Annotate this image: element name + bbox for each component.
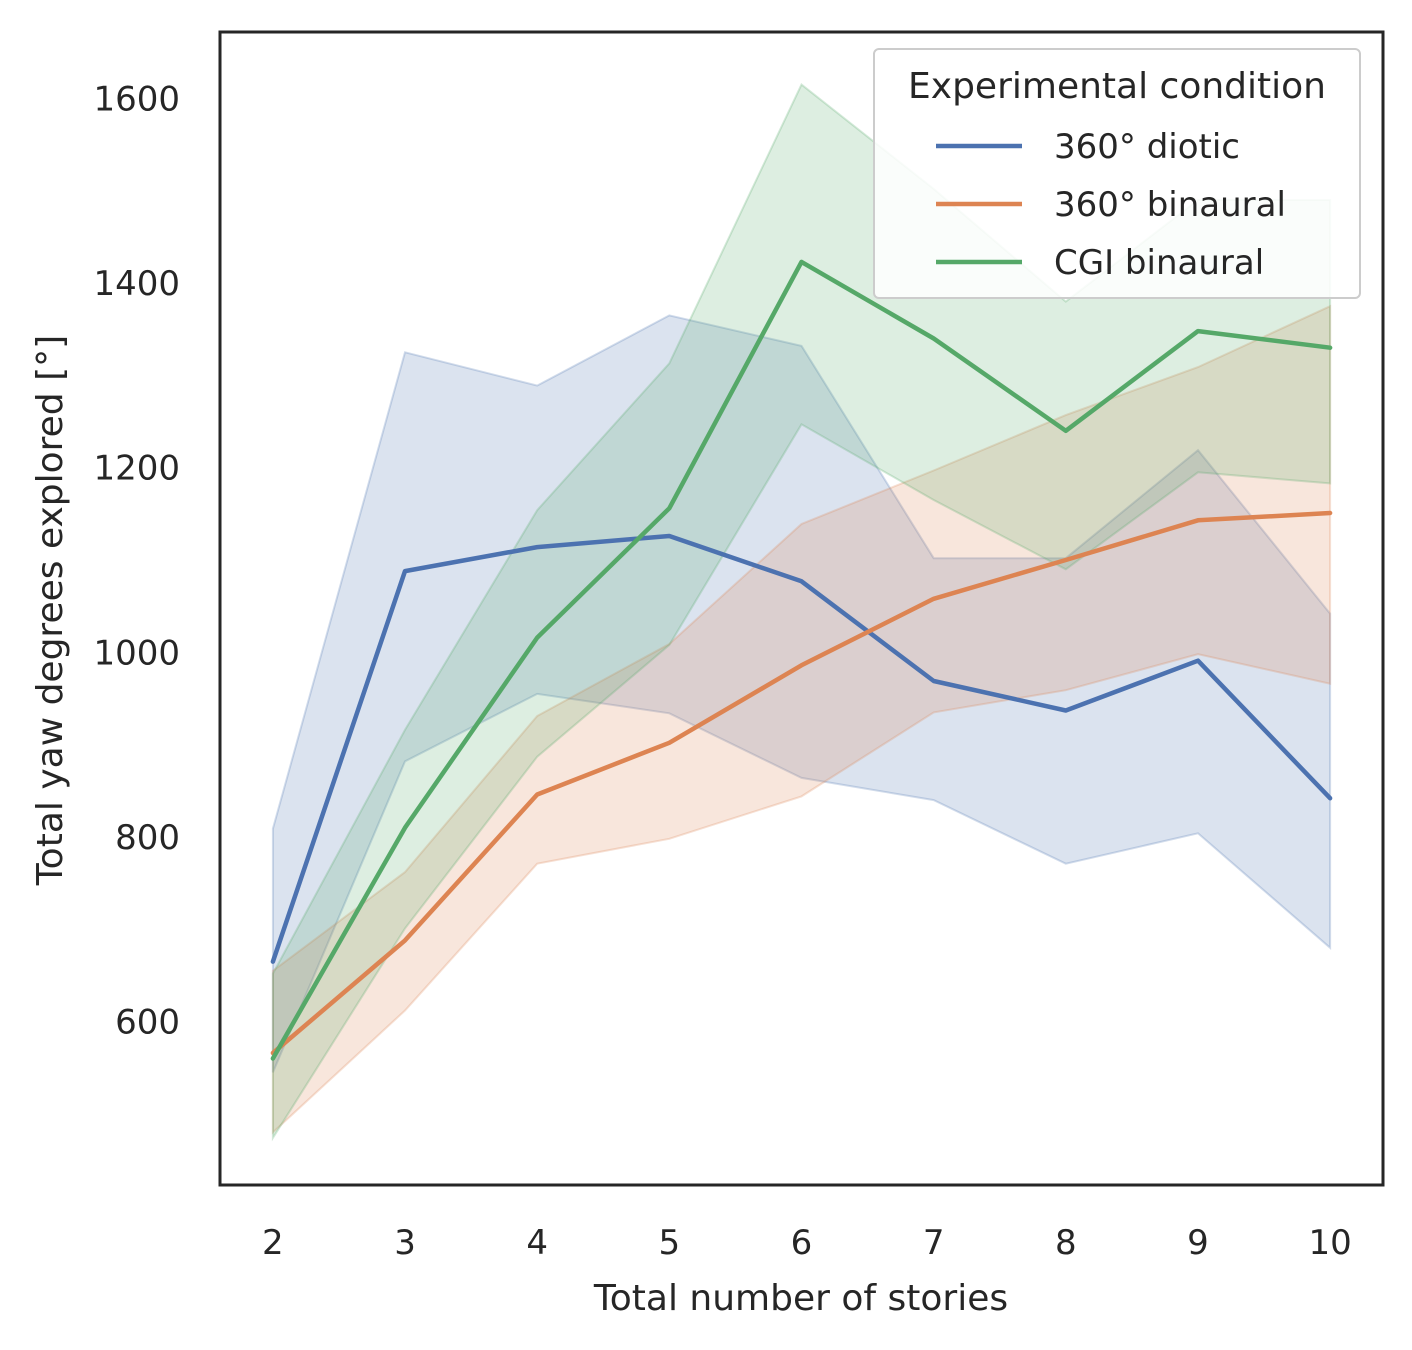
y-tick-label: 1600 — [93, 79, 180, 119]
legend-label-360-diotic: 360° diotic — [1054, 127, 1240, 167]
y-tick-label: 600 — [115, 1003, 180, 1043]
legend-items: 360° diotic 360° binaural CGI binaural — [936, 127, 1286, 283]
y-tick-label: 800 — [115, 818, 180, 858]
x-axis-ticks: 2 3 4 5 6 7 8 9 10 — [262, 1223, 1352, 1263]
series-line-360-diotic — [270, 533, 1333, 964]
y-axis-label: Total yaw degrees explored [°] — [30, 335, 71, 886]
confidence-band-cgi-binaural — [271, 83, 1332, 1142]
confidence-band-360-binaural — [271, 304, 1332, 1135]
x-tick-label: 6 — [791, 1223, 813, 1263]
x-tick-label: 4 — [526, 1223, 548, 1263]
x-tick-label: 8 — [1055, 1223, 1077, 1263]
series-line-360-binaural — [270, 510, 1333, 1056]
x-tick-label: 3 — [394, 1223, 416, 1263]
x-tick-label: 10 — [1309, 1223, 1352, 1263]
confidence-bands — [271, 83, 1332, 1142]
confidence-band-360-diotic — [271, 314, 1332, 1073]
legend-box — [873, 48, 1361, 299]
series-line-cgi-binaural — [270, 259, 1333, 1061]
x-tick-label: 5 — [659, 1223, 681, 1263]
plot-frame — [218, 30, 1385, 1187]
legend-label-cgi-binaural: CGI binaural — [1054, 243, 1264, 283]
y-tick-label: 1000 — [93, 633, 180, 673]
x-tick-label: 9 — [1187, 1223, 1209, 1263]
y-tick-label: 1400 — [93, 264, 180, 304]
legend-label-360-binaural: 360° binaural — [1054, 185, 1286, 225]
legend-title: Experimental condition — [908, 66, 1326, 107]
x-tick-label: 2 — [262, 1223, 284, 1263]
y-axis-ticks: 600 800 1000 1200 1400 1600 — [93, 79, 180, 1042]
legend: Experimental condition 360° diotic 360° b… — [873, 48, 1361, 299]
legend-item-360-diotic: 360° diotic — [936, 127, 1240, 167]
x-axis-label: Total number of stories — [593, 1278, 1008, 1319]
y-tick-label: 1200 — [93, 449, 180, 489]
x-tick-label: 7 — [923, 1223, 945, 1263]
legend-item-360-binaural: 360° binaural — [936, 185, 1286, 225]
series-lines — [270, 259, 1333, 1061]
legend-item-cgi-binaural: CGI binaural — [936, 243, 1264, 283]
